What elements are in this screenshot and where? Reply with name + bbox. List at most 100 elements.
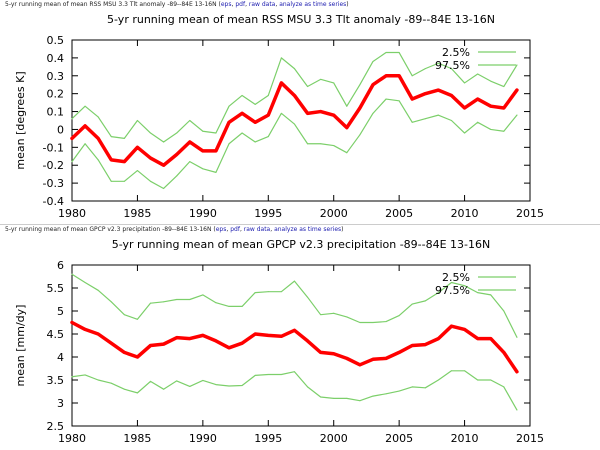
plot-frame xyxy=(71,39,531,202)
data-point-mean xyxy=(516,89,518,91)
data-point-mean xyxy=(110,342,113,344)
data-point-lower xyxy=(477,379,479,381)
data-point-mean xyxy=(215,150,217,152)
data-point-mean xyxy=(123,160,126,163)
chart-title: 5-yr running mean of mean RSS MSU 3.3 Tl… xyxy=(107,13,495,26)
data-point-upper xyxy=(241,305,243,307)
data-point-mean xyxy=(463,107,466,109)
data-point-upper xyxy=(254,292,256,294)
eps-link[interactable]: eps xyxy=(215,226,227,233)
data-point-lower xyxy=(163,187,165,189)
data-point-mean xyxy=(188,141,191,143)
data-point-lower xyxy=(215,171,217,173)
x-tick-label: 2005 xyxy=(385,432,413,445)
pdf-link[interactable]: pdf xyxy=(230,226,240,233)
data-point-lower xyxy=(437,379,439,381)
y-tick-label: -0.3 xyxy=(43,177,64,190)
x-tick-label: 2015 xyxy=(516,432,544,445)
data-point-mean xyxy=(346,126,348,129)
data-point-upper xyxy=(503,86,505,88)
data-point-upper xyxy=(110,136,112,138)
analyze-link[interactable]: analyze as time series xyxy=(279,1,347,8)
data-point-lower xyxy=(254,374,256,376)
data-point-mean xyxy=(228,121,230,124)
data-point-upper xyxy=(359,84,361,86)
data-point-mean xyxy=(489,105,492,107)
y-tick-label: 0.5 xyxy=(47,34,65,47)
data-point-lower xyxy=(110,180,112,182)
data-point-lower xyxy=(346,397,348,399)
data-point-mean xyxy=(162,164,165,167)
data-point-mean xyxy=(280,82,283,84)
x-tick-label: 1980 xyxy=(58,207,86,220)
data-point-lower xyxy=(516,409,518,411)
data-point-upper xyxy=(254,103,256,105)
chart-tlt-anomaly: 5-yr running mean of mean RSS MSU 3.3 Tl… xyxy=(14,13,544,220)
raw-data-link[interactable]: raw data xyxy=(243,226,271,233)
data-point-lower xyxy=(84,143,86,145)
y-tick-label: -0.4 xyxy=(43,195,64,208)
data-point-upper xyxy=(307,296,309,298)
data-point-upper xyxy=(176,299,178,300)
data-point-upper xyxy=(385,321,387,323)
data-point-mean xyxy=(254,333,256,335)
data-point-upper xyxy=(503,310,505,312)
data-point-mean xyxy=(188,337,191,340)
data-point-mean xyxy=(71,137,73,140)
y-axis-label: mean [degrees K] xyxy=(14,71,27,169)
data-point-lower xyxy=(437,114,439,116)
data-point-mean xyxy=(476,98,479,100)
chart-title: 5-yr running mean of mean GPCP v2.3 prec… xyxy=(112,238,491,251)
y-tick-label: 4.5 xyxy=(47,328,65,341)
x-tick-label: 1990 xyxy=(189,432,217,445)
x-tick-label: 1990 xyxy=(189,207,217,220)
raw-data-link[interactable]: raw data xyxy=(248,1,276,8)
analyze-link[interactable]: analyze as time series xyxy=(274,226,342,233)
data-point-lower xyxy=(97,379,99,381)
data-point-upper xyxy=(280,291,282,293)
data-point-upper xyxy=(136,318,138,320)
data-point-lower xyxy=(150,180,152,182)
y-tick-label: 6 xyxy=(57,259,64,272)
x-tick-label: 1995 xyxy=(254,432,282,445)
data-point-upper xyxy=(516,64,518,66)
data-point-upper xyxy=(123,137,125,139)
eps-link[interactable]: eps xyxy=(220,1,232,8)
data-point-mean xyxy=(228,347,230,349)
data-point-mean xyxy=(136,146,139,149)
data-point-upper xyxy=(202,130,204,132)
data-point-mean xyxy=(97,333,99,335)
data-point-lower xyxy=(411,121,413,123)
data-point-upper xyxy=(241,94,243,96)
data-point-upper xyxy=(398,52,400,54)
data-point-mean xyxy=(175,336,178,339)
data-point-upper xyxy=(346,316,348,318)
legend-label: 97.5% xyxy=(435,59,470,72)
data-point-mean xyxy=(123,351,126,354)
data-point-mean xyxy=(241,342,243,344)
data-point-upper xyxy=(450,281,452,283)
data-point-upper xyxy=(228,105,230,107)
data-point-upper xyxy=(450,68,452,70)
data-point-upper xyxy=(411,303,413,305)
plot-frame xyxy=(71,264,531,427)
data-point-upper xyxy=(477,73,479,75)
data-point-lower xyxy=(385,393,387,395)
data-point-lower xyxy=(333,145,335,147)
data-point-lower xyxy=(359,134,361,136)
data-point-upper xyxy=(490,80,492,82)
data-point-mean xyxy=(84,328,86,331)
data-point-mean xyxy=(463,328,466,331)
data-point-lower xyxy=(503,386,505,388)
data-point-mean xyxy=(437,337,440,340)
legend-label: 97.5% xyxy=(435,284,470,297)
data-point-lower xyxy=(346,152,348,154)
data-point-lower xyxy=(189,161,191,163)
data-point-lower xyxy=(424,118,426,120)
data-point-mean xyxy=(450,94,453,97)
y-tick-label: 3.5 xyxy=(47,374,65,387)
data-point-lower xyxy=(320,143,322,145)
pdf-link[interactable]: pdf xyxy=(235,1,246,8)
x-tick-label: 1995 xyxy=(254,207,282,220)
chart-caption-gpcp: 5-yr running mean of mean GPCP v2.3 prec… xyxy=(5,226,344,233)
